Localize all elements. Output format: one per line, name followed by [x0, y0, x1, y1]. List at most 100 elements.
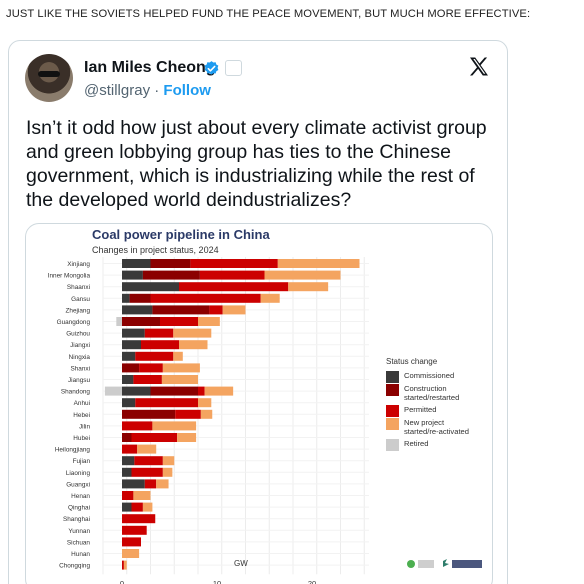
y-tick-label-ningxia: Ningxia — [69, 354, 91, 361]
bar-segment-hubei-new-project-started-re-activated — [177, 433, 197, 442]
y-tick-label-hubei: Hubei — [73, 435, 90, 442]
y-tick-label-jiangxi: Jiangxi — [70, 342, 90, 349]
x-tick-label: 20 — [308, 579, 316, 584]
bar-segment-qinghai-permitted — [131, 502, 143, 512]
bar-segment-guangxi-permitted — [144, 479, 157, 489]
bar-segment-hunan-new-project-started-re-activated — [122, 549, 140, 558]
legend-swatch-new-project-started-re-activated — [386, 418, 399, 430]
bar-segment-xinjiang-construction-started-restarted — [150, 259, 191, 268]
bar-segment-inner-mongolia-commissioned — [122, 270, 143, 280]
y-tick-label-inner-mongolia: Inner Mongolia — [48, 273, 91, 280]
chart-svg: Coal power pipeline in China Changes in … — [48, 227, 482, 584]
y-tick-label-xinjiang: Xinjiang — [67, 261, 90, 268]
legend-swatch-retired — [386, 439, 399, 451]
bar-segment-shandong-permitted — [198, 386, 205, 396]
bar-segment-jilin-permitted — [122, 421, 153, 431]
bar-segment-guizhou-commissioned — [122, 328, 145, 338]
avatar[interactable] — [25, 54, 73, 102]
y-tick-label-shaanxi: Shaanxi — [67, 284, 90, 291]
bar-segment-sichuan-permitted — [122, 537, 141, 547]
legend-label-retired: Retired — [404, 439, 428, 448]
bar-segment-jiangxi-new-project-started-re-activated — [179, 340, 208, 350]
bar-segment-guangdong-construction-started-restarted — [122, 317, 160, 326]
legend-label-commissioned: Commissioned — [404, 371, 454, 380]
bar-segment-guangdong-retired — [116, 317, 122, 326]
y-tick-label-hebei: Hebei — [73, 412, 90, 419]
y-tick-label-yunnan: Yunnan — [68, 528, 90, 535]
y-tick-label-zhejiang: Zhejiang — [65, 307, 90, 314]
bar-segment-hebei-new-project-started-re-activated — [200, 409, 213, 419]
bar-segment-jiangsu-commissioned — [122, 375, 134, 384]
bar-segment-inner-mongolia-permitted — [199, 270, 265, 280]
embedded-tweet-card[interactable]: Ian Miles Cheong @stillgray · Follow Isn… — [8, 40, 508, 584]
legend-swatch-permitted — [386, 405, 399, 417]
bar-segment-ningxia-permitted — [135, 351, 174, 361]
author-handle[interactable]: @stillgray — [84, 82, 151, 99]
x-axis-label: GW — [234, 559, 248, 568]
y-tick-label-shanghai: Shanghai — [63, 516, 90, 523]
bar-segment-jiangsu-permitted — [133, 375, 162, 384]
bar-segment-gansu-commissioned — [122, 293, 130, 303]
bar-segment-jilin-new-project-started-re-activated — [152, 421, 197, 431]
bar-segment-fujian-commissioned — [122, 456, 135, 466]
legend-title: Status change — [386, 357, 438, 366]
bar-segment-xinjiang-new-project-started-re-activated — [277, 259, 360, 268]
bar-segment-fujian-new-project-started-re-activated — [162, 456, 175, 466]
follow-link[interactable]: Follow — [163, 82, 211, 99]
post-caption: JUST LIKE THE SOVIETS HELPED FUND THE PE… — [6, 8, 531, 20]
y-tick-label-qinghai: Qinghai — [68, 505, 90, 512]
bar-segment-ningxia-new-project-started-re-activated — [173, 351, 183, 361]
chart-subtitle: Changes in project status, 2024 — [92, 245, 219, 255]
y-tick-label-henan: Henan — [71, 493, 90, 500]
legend-swatch-commissioned — [386, 371, 399, 383]
y-tick-label-jilin: Jilin — [79, 423, 90, 430]
y-tick-label-guangxi: Guangxi — [66, 481, 90, 488]
verified-check — [207, 65, 216, 72]
affiliate-badge-icon[interactable] — [225, 60, 242, 76]
bar-segment-qinghai-new-project-started-re-activated — [142, 502, 153, 512]
bar-segment-jiangxi-permitted — [141, 340, 179, 350]
plot-area: Xinjiang Inner Mongolia Shaanxi Gansu Zhejia… — [48, 257, 369, 584]
gem-logo-text-icon — [418, 560, 434, 568]
x-tick-label: 0 — [120, 579, 124, 584]
gem-logo-icon — [407, 560, 415, 568]
bar-segment-shandong-construction-started-restarted — [150, 386, 198, 396]
bar-segment-gansu-construction-started-restarted — [129, 293, 151, 303]
bar-segment-hebei-permitted — [175, 409, 201, 419]
bar-segment-henan-permitted — [122, 491, 134, 500]
chart-title: Coal power pipeline in China — [92, 227, 270, 242]
bar-segment-guizhou-permitted — [144, 328, 174, 338]
legend-label-permitted: Permitted — [404, 405, 437, 414]
bar-segment-guangdong-new-project-started-re-activated — [198, 317, 220, 326]
bar-segment-heilongjiang-permitted — [122, 444, 138, 454]
bar-segment-shaanxi-commissioned — [122, 282, 179, 292]
tweet-text: Isn’t it odd how just about every climat… — [26, 117, 487, 211]
x-logo-icon[interactable] — [467, 55, 491, 79]
author-name[interactable]: Ian Miles Cheong — [84, 59, 216, 76]
y-tick-label-hunan: Hunan — [71, 551, 90, 558]
bar-segment-jiangsu-new-project-started-re-activated — [161, 375, 198, 384]
crea-logo-text-icon — [452, 560, 482, 568]
bar-segment-zhejiang-construction-started-restarted — [152, 305, 210, 315]
bar-segment-shanxi-construction-started-restarted — [122, 363, 140, 373]
chart-image[interactable]: Coal power pipeline in China Changes in … — [25, 223, 493, 584]
bar-segment-hubei-permitted — [131, 433, 178, 442]
bar-segment-shandong-new-project-started-re-activated — [204, 386, 234, 396]
legend-label-construction-started-restarted-line-2: started/restarted — [404, 393, 459, 402]
bar-segment-ningxia-commissioned — [122, 351, 136, 361]
bar-segment-xinjiang-permitted — [190, 259, 278, 268]
bar-segment-heilongjiang-new-project-started-re-activated — [137, 444, 157, 454]
bar-segment-henan-new-project-started-re-activated — [133, 491, 151, 500]
bar-segment-shaanxi-permitted — [179, 282, 289, 292]
bar-segment-guizhou-new-project-started-re-activated — [173, 328, 212, 338]
y-tick-label-shanxi: Shanxi — [70, 365, 90, 372]
legend-label-construction-started-restarted-line-1: Construction — [404, 384, 447, 393]
verified-badge-shape — [204, 61, 219, 75]
x-tick-label: 10 — [213, 579, 221, 584]
legend: Status change Commissioned Constructionst… — [386, 357, 469, 451]
bar-segment-gansu-new-project-started-re-activated — [260, 293, 280, 303]
bar-segment-jiangxi-commissioned — [122, 340, 141, 350]
bar-segment-inner-mongolia-construction-started-restarted — [142, 270, 200, 280]
bar-segment-zhejiang-permitted — [209, 305, 223, 315]
bar-segment-inner-mongolia-new-project-started-re-activated — [264, 270, 341, 280]
